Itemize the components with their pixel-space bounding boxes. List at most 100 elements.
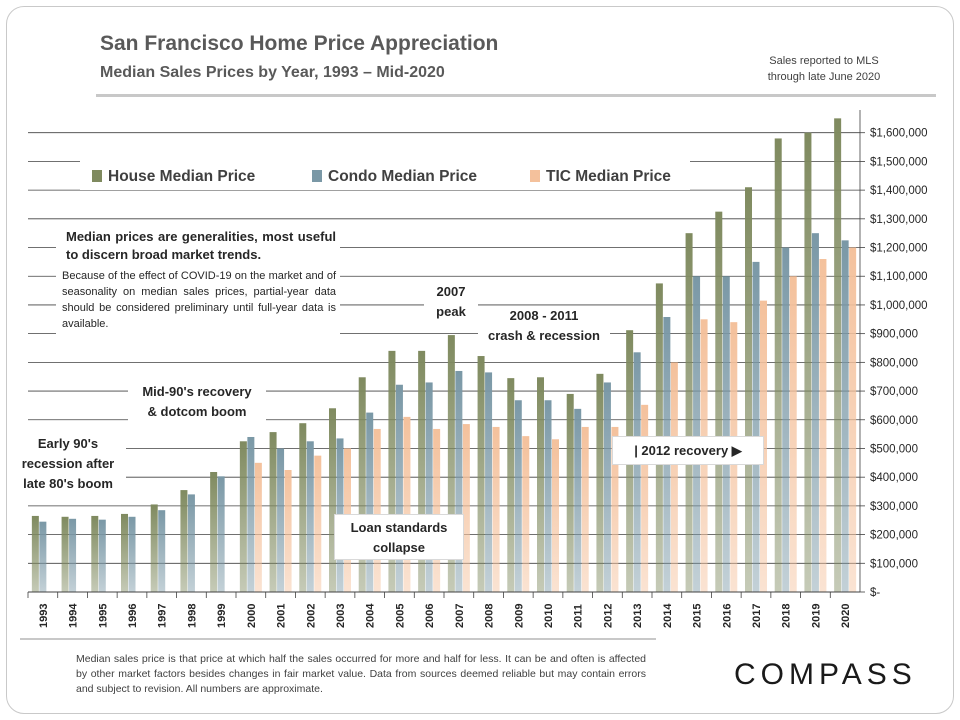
bar-condo-2019 bbox=[811, 233, 819, 593]
y-tick-label: $1,400,000 bbox=[870, 185, 928, 197]
bar-condo-2008 bbox=[485, 372, 493, 592]
bar-house-2017 bbox=[745, 187, 752, 592]
x-tick-label: 2018 bbox=[781, 604, 793, 628]
bar-tic-2012 bbox=[611, 426, 619, 592]
bar-condo-2002 bbox=[306, 441, 314, 592]
median-note-main: Median prices are generalities, most use… bbox=[66, 229, 336, 262]
y-tick-label: $600,000 bbox=[870, 415, 918, 427]
x-tick-label: 2016 bbox=[721, 604, 733, 628]
bar-house-1995 bbox=[91, 515, 99, 592]
bar-house-2007 bbox=[447, 335, 455, 592]
bar-condo-2009 bbox=[514, 400, 522, 592]
x-tick-label: 2009 bbox=[513, 604, 525, 628]
annotation-crash-line1: 2008 - 2011 bbox=[509, 308, 579, 323]
bar-tic-2014 bbox=[670, 362, 678, 592]
bar-condo-2011 bbox=[574, 408, 582, 592]
bar-house-1993 bbox=[31, 515, 39, 592]
bar-tic-2013 bbox=[641, 404, 649, 592]
bar-condo-1996 bbox=[128, 516, 136, 592]
legend-label-condo: Condo Median Price bbox=[328, 168, 477, 185]
bar-house-2009 bbox=[507, 378, 515, 592]
x-tick-label: 1999 bbox=[216, 604, 228, 628]
bar-house-2020 bbox=[834, 118, 842, 593]
bar-house-1994 bbox=[61, 516, 69, 592]
bar-condo-2015 bbox=[693, 276, 701, 592]
compass-logo: COMPASS bbox=[734, 658, 917, 691]
bar-condo-1999 bbox=[217, 476, 225, 592]
y-tick-label: $900,000 bbox=[870, 329, 918, 341]
y-tick-label: $1,000,000 bbox=[870, 300, 928, 312]
x-tick-label: 2010 bbox=[543, 604, 555, 628]
bar-house-2012 bbox=[596, 373, 604, 592]
bar-house-2005 bbox=[388, 350, 396, 592]
x-tick-label: 2013 bbox=[632, 604, 644, 628]
annotation-2007-peak-line1: 2007 bbox=[436, 284, 466, 299]
x-tick-label: 2004 bbox=[365, 603, 377, 628]
x-tick-label: 2003 bbox=[335, 604, 347, 628]
y-tick-label: $1,600,000 bbox=[870, 128, 928, 140]
x-tick-label: 2014 bbox=[662, 603, 674, 628]
y-tick-label: $300,000 bbox=[870, 501, 918, 513]
bar-tic-2002 bbox=[314, 455, 322, 592]
annotation-loan-standards-line2: collapse bbox=[372, 540, 426, 555]
y-tick-label: $500,000 bbox=[870, 443, 918, 455]
x-tick-label: 2000 bbox=[246, 604, 258, 628]
bar-tic-2019 bbox=[819, 259, 827, 592]
annotation-early-90s-line1: Early 90's bbox=[37, 436, 99, 451]
x-tick-label: 1998 bbox=[186, 604, 198, 628]
bar-condo-2001 bbox=[277, 448, 285, 592]
bar-condo-2013 bbox=[633, 352, 641, 592]
bar-house-2004 bbox=[358, 377, 366, 592]
annotation-mid-90s-line1: Mid-90's recovery bbox=[142, 384, 252, 399]
bar-house-1996 bbox=[121, 513, 128, 592]
y-tick-label: $1,100,000 bbox=[870, 271, 928, 283]
annotation-early-90s-line2: recession after bbox=[21, 456, 115, 471]
annotation-2012-recovery: | 2012 recovery ▶ bbox=[612, 436, 764, 465]
x-tick-label: 1995 bbox=[97, 604, 109, 628]
bar-condo-1998 bbox=[187, 494, 195, 592]
x-tick-label: 2017 bbox=[751, 604, 763, 628]
annotation-mid-90s: Mid-90's recovery & dotcom boom bbox=[128, 382, 266, 422]
bar-tic-2006 bbox=[433, 428, 441, 592]
bar-house-2019 bbox=[804, 132, 812, 593]
legend-background bbox=[80, 160, 690, 190]
bar-condo-2000 bbox=[247, 436, 255, 592]
annotation-2007-peak: 2007 peak bbox=[424, 282, 478, 322]
x-tick-label: 2002 bbox=[305, 604, 317, 628]
bar-tic-2001 bbox=[284, 470, 292, 592]
x-tick-label: 2015 bbox=[692, 604, 704, 628]
bar-tic-2018 bbox=[789, 276, 797, 592]
annotation-crash: 2008 - 2011 crash & recession bbox=[478, 306, 610, 346]
chart-subtitle: Median Sales Prices by Year, 1993 – Mid-… bbox=[100, 64, 445, 81]
bar-tic-2007 bbox=[462, 424, 470, 592]
y-tick-label: $400,000 bbox=[870, 472, 918, 484]
legend-label-house: House Median Price bbox=[108, 168, 256, 185]
bar-tic-2009 bbox=[522, 436, 530, 592]
y-tick-label: $- bbox=[870, 587, 880, 599]
x-tick-label: 1993 bbox=[38, 604, 50, 628]
bar-house-1997 bbox=[150, 504, 158, 592]
bar-house-2010 bbox=[537, 377, 544, 592]
bar-house-2002 bbox=[299, 423, 307, 592]
x-tick-label: 2011 bbox=[573, 604, 585, 628]
x-tick-label: 1996 bbox=[127, 604, 139, 628]
x-tick-label: 2020 bbox=[840, 604, 852, 628]
bar-tic-2005 bbox=[403, 416, 411, 592]
legend-swatch-tic bbox=[530, 170, 540, 182]
footer-divider bbox=[20, 638, 656, 640]
legend-label-tic: TIC Median Price bbox=[546, 168, 671, 185]
annotation-loan-standards: Loan standards collapse bbox=[334, 514, 464, 560]
annotation-early-90s-line3: late 80's boom bbox=[23, 476, 113, 491]
annotation-mid-90s-line2: & dotcom boom bbox=[147, 404, 247, 419]
bar-tic-2004 bbox=[373, 428, 381, 592]
bar-house-2011 bbox=[566, 393, 574, 592]
x-tick-label: 1997 bbox=[157, 604, 169, 628]
annotation-loan-standards-line1: Loan standards bbox=[350, 520, 448, 535]
bar-house-2001 bbox=[269, 432, 277, 592]
sales-note: Sales reported to MLS through late June … bbox=[744, 53, 904, 85]
annotation-crash-line2: crash & recession bbox=[487, 328, 600, 343]
x-tick-label: 2019 bbox=[810, 604, 822, 628]
sales-note-line2: through late June 2020 bbox=[767, 71, 881, 83]
bar-house-2008 bbox=[477, 356, 485, 592]
legend-swatch-condo bbox=[312, 170, 322, 182]
